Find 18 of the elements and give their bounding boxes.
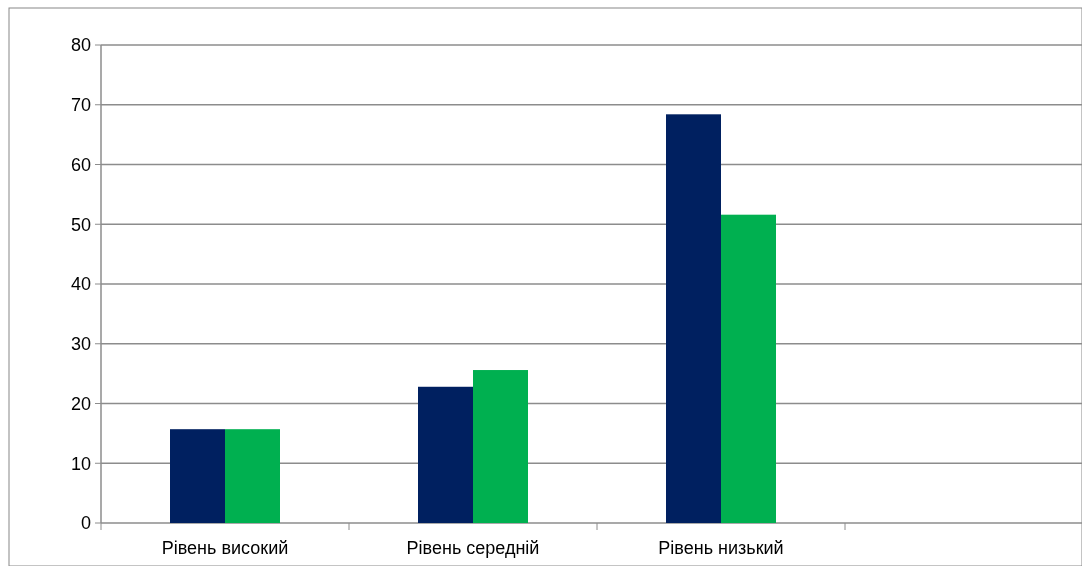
y-tick-label: 10	[70, 453, 91, 474]
x-tick-label: Рівень середній	[406, 538, 540, 558]
bar	[721, 214, 776, 523]
bar	[418, 386, 473, 523]
y-tick-label: 60	[70, 154, 91, 175]
x-tick-label: Рівень низький	[658, 538, 784, 558]
y-tick-label: 30	[70, 334, 91, 355]
y-tick-label: 0	[80, 513, 91, 534]
bar	[473, 370, 528, 523]
y-tick-label: 20	[70, 393, 91, 414]
y-tick-label: 70	[70, 95, 91, 116]
y-tick-label: 50	[70, 214, 91, 235]
bar	[170, 429, 225, 523]
x-tick-label: Рівень високий	[161, 538, 289, 558]
y-tick-label: 40	[70, 274, 91, 295]
bar	[666, 114, 721, 523]
bar	[225, 429, 280, 523]
y-tick-label: 80	[70, 35, 91, 56]
